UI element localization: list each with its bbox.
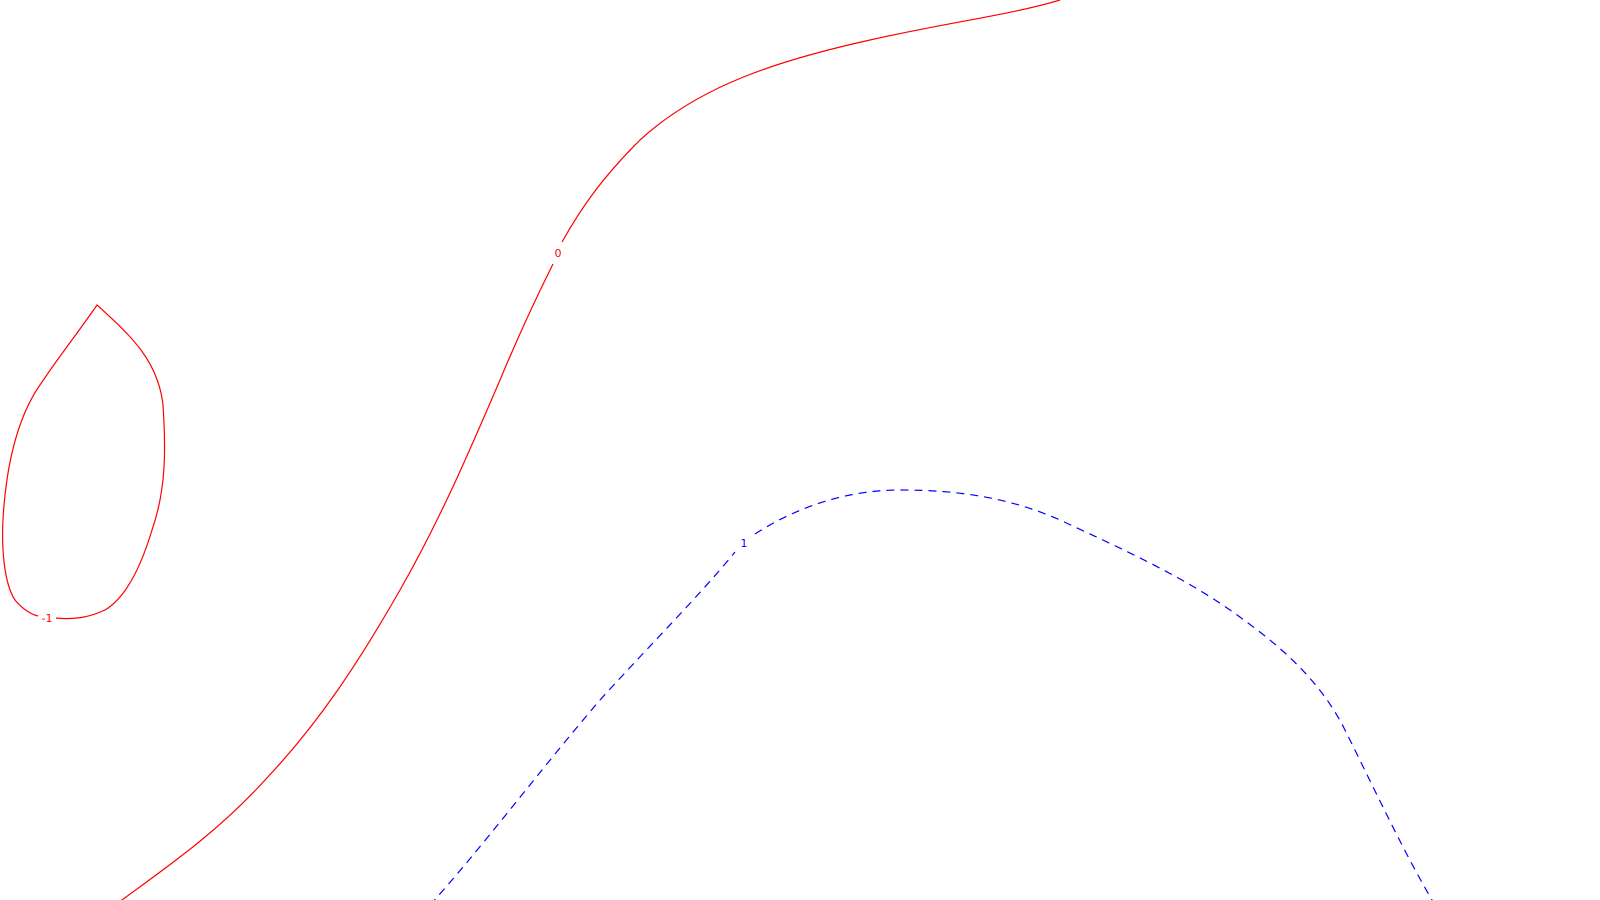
contour-zero-label: 0 xyxy=(555,247,562,260)
contour-one: 1 xyxy=(433,489,1433,900)
contour-minus-one: -1 xyxy=(2,304,166,625)
contour-minus-one-label: -1 xyxy=(42,612,53,625)
contour-one-line xyxy=(433,489,1433,900)
contour-one-label: 1 xyxy=(741,537,748,550)
contour-minus-one-line xyxy=(2,304,166,620)
contour-zero-line xyxy=(120,0,1061,900)
contour-zero: 0 xyxy=(120,0,1061,900)
